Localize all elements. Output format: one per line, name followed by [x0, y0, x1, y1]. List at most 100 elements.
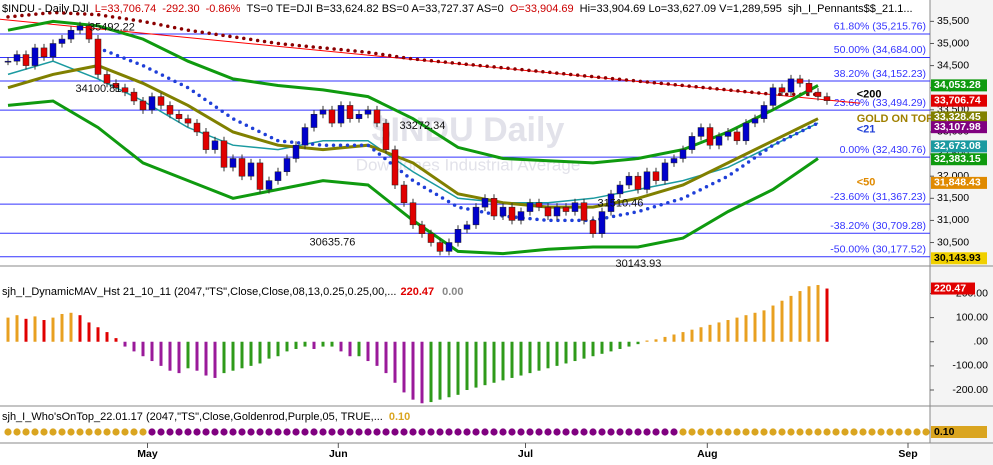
candle [193, 122, 201, 133]
histogram-bar [618, 341, 622, 349]
histogram-bar [708, 324, 712, 342]
y-tick-label: 100.00 [956, 311, 988, 323]
candle [805, 83, 813, 93]
header-field: O=33,904.69 [510, 3, 574, 15]
state-dot [229, 428, 237, 436]
histogram-bar [636, 341, 640, 345]
state-dot [526, 428, 534, 436]
histogram-bar [573, 341, 577, 362]
histogram-bar [285, 341, 289, 352]
state-dot [607, 428, 615, 436]
histogram-bar [276, 341, 280, 357]
candle [22, 54, 30, 66]
histogram-bar [348, 341, 352, 357]
histogram-bar [231, 341, 235, 371]
state-dot [472, 428, 480, 436]
price-annotation: 31510.46 [598, 198, 644, 210]
line-label: <200 [857, 88, 882, 100]
candle [589, 220, 597, 234]
candle [427, 233, 435, 243]
histogram-bar [501, 341, 505, 381]
state-dot [175, 428, 183, 436]
y-tick-label: 34,500 [937, 59, 969, 71]
y-tick-label: 31,000 [937, 214, 969, 226]
candle [769, 87, 777, 106]
state-dot [220, 428, 228, 436]
histogram-bar [825, 288, 829, 342]
y-tick-label: 30,500 [937, 236, 969, 248]
candle [751, 118, 759, 124]
candle [616, 184, 624, 195]
candle [211, 140, 219, 150]
candle [76, 25, 84, 31]
histogram-bar [780, 300, 784, 342]
state-dot [265, 428, 273, 436]
x-tick-label: Jul [518, 448, 533, 460]
price-annotation: 35492.22 [89, 22, 135, 34]
histogram-bar [411, 341, 415, 400]
price-tag-label: 33,107.98 [934, 121, 981, 133]
state-dot [823, 428, 831, 436]
state-dot [670, 428, 678, 436]
state-dot [355, 428, 363, 436]
watermark-subtitle: Dow Jones Industrial Average [356, 155, 581, 174]
state-dot [688, 428, 696, 436]
state-dot [868, 428, 876, 436]
histogram-bar [654, 339, 658, 342]
candle [508, 206, 516, 221]
price-tag [931, 176, 987, 189]
candle [256, 162, 264, 190]
histogram-bar [537, 341, 541, 371]
histogram-bar [159, 341, 163, 366]
state-dot [733, 428, 741, 436]
price-tag-label: 30,143.93 [934, 252, 981, 264]
state-dot [58, 428, 66, 436]
state-dot [625, 428, 633, 436]
state-dot [103, 428, 111, 436]
state-dot [634, 428, 642, 436]
histogram-bar [447, 341, 451, 398]
candle [679, 149, 687, 159]
candle [778, 87, 786, 93]
state-dot [913, 428, 921, 436]
state-dot [13, 428, 21, 436]
state-dot [652, 428, 660, 436]
state-dot [274, 428, 282, 436]
histogram-bar [294, 341, 298, 349]
state-dot [427, 428, 435, 436]
candle [823, 96, 831, 101]
header-field: Hi=33,904.69 Lo=33,627.09 V=1,289,595 [580, 3, 782, 15]
header-field: -292.30 [162, 3, 199, 15]
histogram-bar [789, 295, 793, 342]
histogram-bar [456, 341, 460, 395]
candle [634, 175, 642, 190]
histogram-bar [429, 341, 433, 403]
value-tag-label: 220.47 [934, 282, 966, 294]
state-dot [463, 428, 471, 436]
histogram-bar [465, 341, 469, 391]
state-dot [805, 428, 813, 436]
histogram-bar [123, 341, 127, 347]
histogram-bar [339, 341, 343, 352]
candle [103, 74, 111, 84]
state-dot [598, 428, 606, 436]
candle [157, 96, 165, 106]
candle [13, 54, 21, 62]
price-tag-label: 32,673.08 [934, 140, 981, 152]
candle [139, 100, 147, 111]
histogram-bar [267, 341, 271, 359]
histogram-bar [726, 320, 730, 342]
state-dot [616, 428, 624, 436]
candle [247, 162, 255, 177]
histogram-bar [645, 340, 649, 342]
state-dot [301, 428, 309, 436]
candle [319, 109, 327, 115]
candle [481, 198, 489, 208]
state-dot [535, 428, 543, 436]
histogram-bar [519, 341, 523, 376]
fib-label: 38.20% (34,152.23) [834, 68, 926, 80]
state-dot [715, 428, 723, 436]
histogram-bar [663, 336, 667, 342]
histogram-bar [69, 312, 73, 342]
state-dot [760, 428, 768, 436]
